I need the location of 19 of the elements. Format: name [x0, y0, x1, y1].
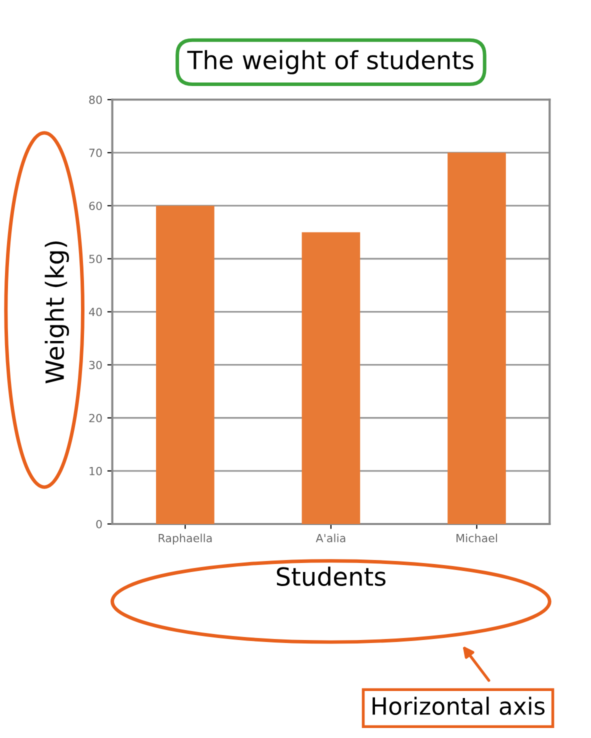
y-axis-title: Weight (kg) [44, 242, 69, 384]
chart-title: The weight of students [187, 50, 474, 74]
bar [448, 152, 506, 524]
x-tick-label: Michael [456, 534, 497, 542]
y-tick-label: 0 [96, 520, 102, 528]
x-tick-label: Raphaella [158, 534, 212, 544]
y-tick-label: 30 [89, 360, 102, 370]
x-axis-title: Students [276, 566, 386, 586]
y-tick-label: 40 [88, 308, 102, 316]
x-tick-label: A'alia [316, 534, 346, 542]
y-tick-label: 50 [89, 254, 102, 264]
y-tick-label: 70 [89, 148, 102, 158]
y-tick-label: 10 [90, 466, 102, 476]
y-tick-label: 80 [89, 96, 102, 104]
bar [302, 232, 360, 524]
y-tick-label: 20 [89, 414, 102, 422]
y-tick-label: 60 [89, 202, 102, 210]
bar [156, 206, 214, 524]
text: Horizontal axis [372, 696, 545, 715]
